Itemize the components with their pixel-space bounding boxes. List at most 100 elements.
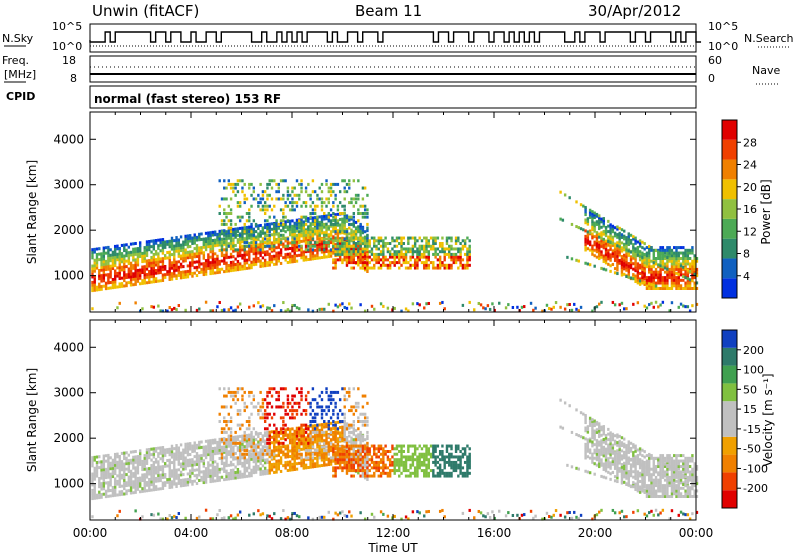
- echo-cell: [148, 261, 151, 265]
- echo-cell: [323, 212, 326, 215]
- echo-cell: [134, 460, 137, 464]
- echo-cell: [136, 463, 140, 467]
- echo-cell: [616, 235, 619, 239]
- echo-cell: [616, 257, 619, 261]
- echo-cell: [282, 208, 285, 212]
- echo-cell: [145, 459, 149, 463]
- echo-cell: [225, 230, 228, 234]
- echo-cell: [309, 449, 312, 453]
- echo-cell: [432, 244, 435, 248]
- echo-cell: [248, 219, 251, 223]
- echo-cell: [279, 461, 283, 465]
- echo-cell: [259, 197, 262, 201]
- echo-cell: [273, 232, 276, 236]
- echo-cell: [350, 252, 353, 256]
- echo-cell: [602, 221, 605, 225]
- echo-cell: [298, 307, 301, 311]
- echo-cell: [177, 512, 181, 516]
- echo-cell: [102, 273, 106, 277]
- echo-cell: [295, 430, 299, 434]
- y-tick-label: 4000: [53, 132, 84, 146]
- echo-cell: [463, 244, 467, 248]
- echo-cell: [182, 254, 185, 258]
- echo-cell: [600, 253, 603, 257]
- echo-cell: [275, 229, 278, 233]
- echo-cell: [204, 475, 208, 479]
- echo-cell: [225, 464, 228, 468]
- echo-cell: [198, 246, 201, 250]
- echo-cell: [250, 260, 253, 264]
- echo-cell: [311, 440, 315, 444]
- echo-cell: [161, 278, 165, 282]
- echo-cell: [625, 263, 628, 267]
- echo-cell: [318, 229, 321, 233]
- echo-cell: [659, 303, 662, 307]
- echo-cell: [104, 454, 108, 458]
- echo-cell: [609, 226, 612, 230]
- echo-cell: [225, 239, 228, 243]
- echo-cell: [586, 233, 590, 237]
- echo-cell: [288, 430, 292, 434]
- echo-cell: [300, 456, 303, 460]
- echo-cell: [620, 241, 624, 245]
- echo-cell: [220, 222, 224, 226]
- echo-cell: [457, 250, 460, 254]
- echo-cell: [395, 252, 399, 256]
- echo-cell: [216, 257, 219, 261]
- echo-cell: [366, 233, 369, 237]
- echo-cell: [300, 220, 303, 224]
- echo-cell: [204, 450, 208, 454]
- echo-cell: [359, 250, 362, 254]
- echo-cell: [304, 423, 308, 427]
- echo-cell: [241, 456, 244, 460]
- echo-cell: [218, 212, 221, 215]
- echo-cell: [168, 261, 171, 265]
- echo-cell: [248, 436, 251, 440]
- echo-cell: [136, 468, 140, 472]
- echo-cell: [316, 215, 319, 219]
- echo-cell: [661, 284, 665, 288]
- echo-cell: [152, 455, 156, 459]
- echo-cell: [291, 235, 294, 239]
- echo-cell: [329, 208, 333, 212]
- echo-cell: [623, 256, 626, 260]
- echo-cell: [138, 449, 142, 453]
- echo-cell: [648, 267, 651, 271]
- echo-cell: [132, 455, 135, 459]
- echo-cell: [182, 246, 185, 249]
- echo-cell: [320, 242, 324, 246]
- echo-cell: [336, 248, 340, 252]
- echo-cell: [250, 471, 253, 475]
- echo-cell: [236, 513, 240, 517]
- echo-cell: [641, 273, 644, 277]
- echo-cell: [584, 243, 587, 247]
- echo-cell: [118, 255, 121, 259]
- echo-cell: [677, 272, 680, 276]
- echo-cell: [366, 193, 369, 197]
- echo-cell: [173, 452, 176, 456]
- echo-cell: [309, 235, 312, 239]
- echo-cell: [338, 252, 342, 256]
- echo-cell: [607, 243, 610, 247]
- echo-cell: [148, 456, 151, 460]
- echo-cell: [218, 232, 221, 236]
- echo-cell: [218, 237, 221, 241]
- echo-cell: [270, 468, 274, 472]
- echo-cell: [409, 263, 412, 267]
- echo-cell: [323, 458, 326, 462]
- echo-cell: [316, 241, 319, 245]
- echo-cell: [166, 478, 169, 482]
- echo-cell: [207, 236, 210, 240]
- echo-cell: [225, 222, 228, 226]
- echo-cell: [270, 227, 274, 231]
- echo-cell: [148, 467, 151, 471]
- echo-cell: [157, 468, 160, 472]
- echo-cell: [191, 469, 194, 473]
- echo-cell: [304, 250, 308, 254]
- echo-cell: [341, 244, 344, 248]
- echo-cell: [243, 461, 246, 465]
- echo-cell: [127, 259, 131, 263]
- echo-cell: [623, 248, 626, 252]
- echo-cell: [677, 257, 680, 260]
- echo-cell: [407, 266, 410, 270]
